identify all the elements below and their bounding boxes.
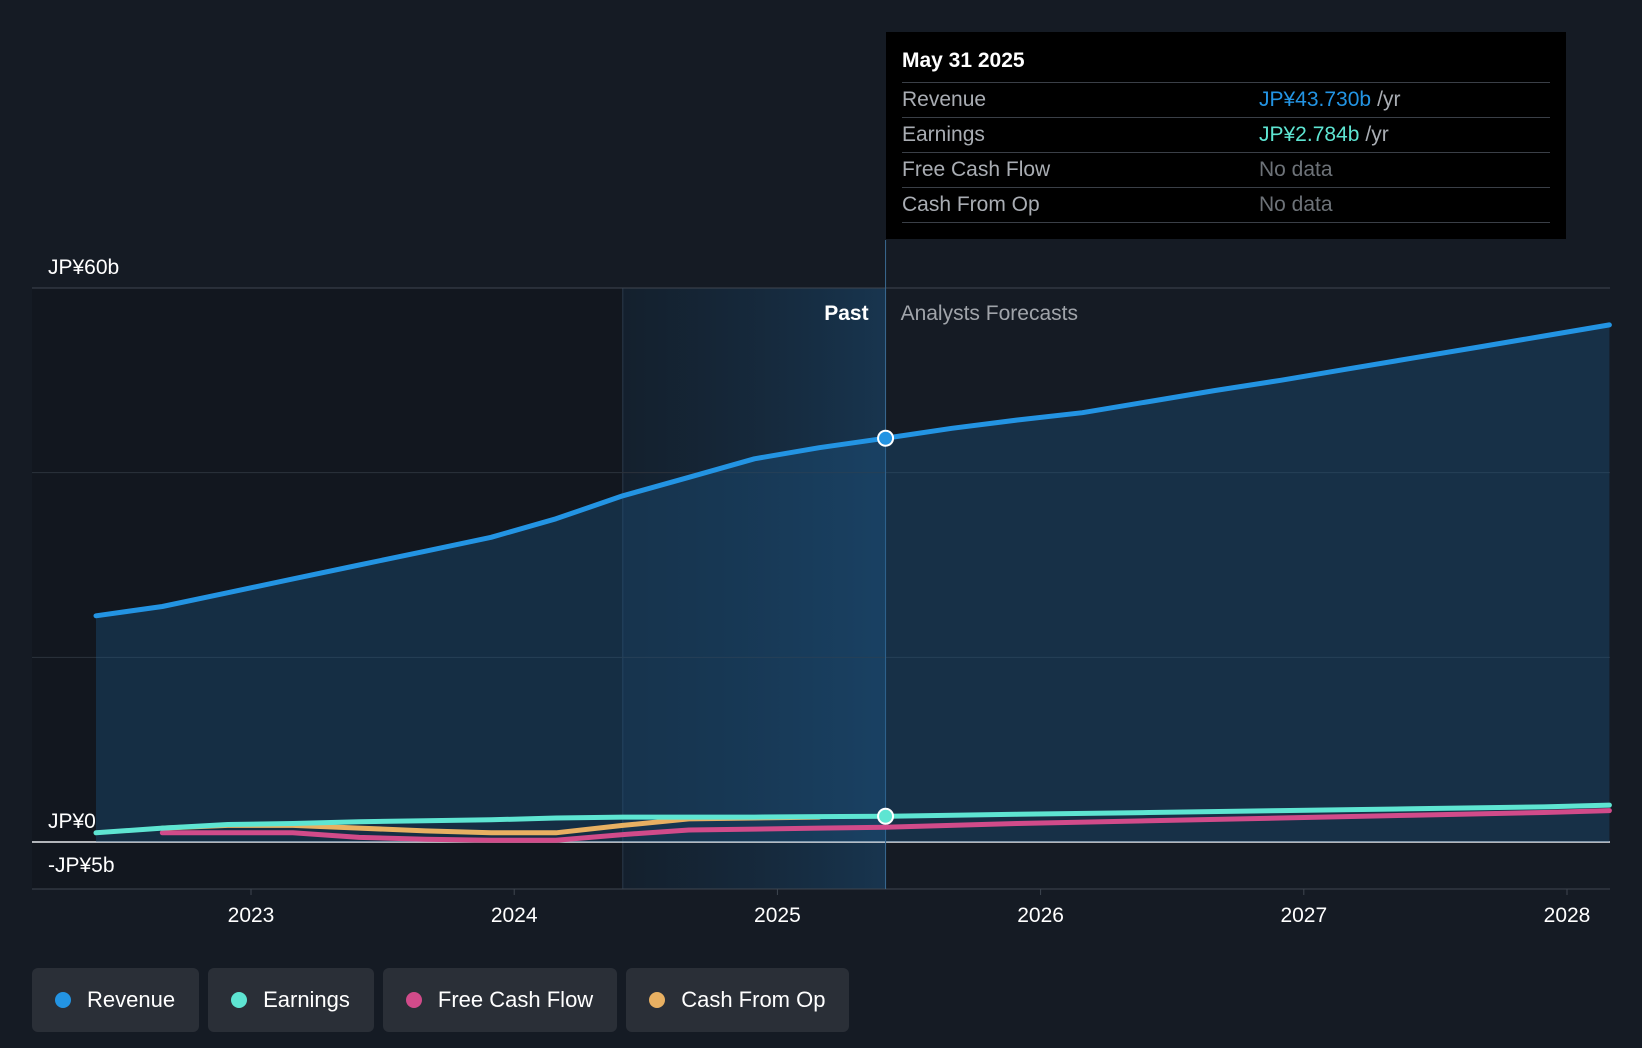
revenue-area [96, 324, 1610, 842]
tooltip-value: JP¥43.730b [1259, 88, 1372, 111]
forecast-label: Analysts Forecasts [901, 302, 1078, 325]
legend-item-free-cash-flow[interactable]: Free Cash Flow [382, 968, 618, 1032]
tooltip-unit: /yr [1377, 88, 1401, 111]
legend-item-revenue[interactable]: Revenue [32, 968, 200, 1032]
legend-label: Revenue [87, 987, 176, 1012]
tooltip-value: No data [1259, 158, 1333, 181]
y-axis-label: JP¥0 [48, 810, 96, 833]
legend-label: Free Cash Flow [437, 987, 594, 1012]
legend-dot-icon [231, 992, 248, 1008]
series-line-revenue [93, 322, 1612, 619]
x-tick-label: 2025 [754, 904, 801, 927]
tooltip-value: JP¥2.784b [1259, 123, 1360, 146]
tooltip-label: Cash From Op [902, 193, 1040, 216]
tooltip-unit: /yr [1365, 123, 1389, 146]
y-axis-label: JP¥60b [48, 256, 119, 279]
tooltip-date: May 31 2025 [902, 46, 1550, 83]
tooltip-row: Revenue JP¥43.730b/yr [902, 83, 1550, 118]
x-tick-label: 2023 [228, 904, 275, 927]
legend-item-earnings[interactable]: Earnings [208, 968, 374, 1032]
y-axis-label: -JP¥5b [48, 854, 115, 877]
tooltip-label: Earnings [902, 123, 985, 146]
series-line-free-cash-flow [159, 808, 1612, 843]
earnings-marker [877, 807, 895, 825]
x-tick-label: 2024 [491, 904, 538, 927]
tooltip-label: Free Cash Flow [902, 158, 1051, 181]
tooltip-label: Revenue [902, 88, 987, 111]
x-tick-label: 2027 [1280, 904, 1327, 927]
tooltip-row: Earnings JP¥2.784b/yr [902, 118, 1550, 153]
legend-label: Cash From Op [681, 987, 826, 1012]
x-tick-label: 2026 [1017, 904, 1064, 927]
tooltip: May 31 2025 Revenue JP¥43.730b/yr Earnings… [886, 32, 1566, 239]
legend-label: Earnings [263, 987, 350, 1012]
tooltip-row: Free Cash Flow No data [902, 153, 1550, 188]
legend: Revenue Earnings Free Cash Flow Cash From O… [32, 968, 850, 1032]
tooltip-value: No data [1259, 193, 1333, 216]
recent-past-region [622, 288, 886, 889]
legend-dot-icon [649, 992, 666, 1008]
revenue-marker [877, 429, 895, 447]
legend-dot-icon [55, 992, 71, 1008]
legend-item-cash-from-op[interactable]: Cash From Op [626, 968, 850, 1032]
past-label: Past [824, 302, 868, 325]
legend-dot-icon [405, 992, 422, 1008]
tooltip-row: Cash From Op No data [902, 188, 1550, 223]
series-line-earnings [93, 802, 1612, 836]
x-tick-label: 2028 [1544, 904, 1591, 927]
past-region [32, 288, 623, 889]
